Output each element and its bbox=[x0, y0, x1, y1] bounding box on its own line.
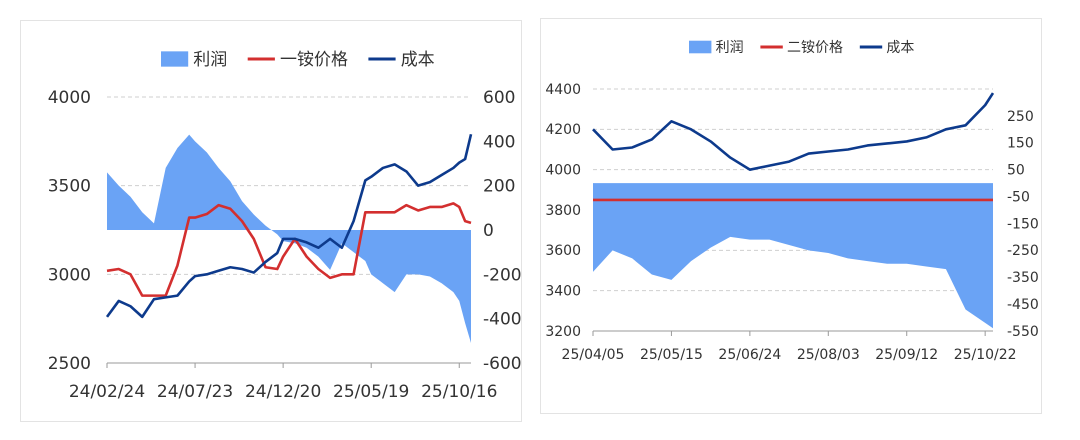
y-right-tick-label: 150 bbox=[1007, 136, 1034, 152]
y-right-tick-label: -150 bbox=[1007, 216, 1039, 232]
y-right-tick-label: 400 bbox=[483, 132, 515, 152]
y-right-tick-label: -450 bbox=[1007, 297, 1039, 313]
right-chart: 3200 3400 3600 3800 4000 4200 4400 -550 -450 -350… bbox=[545, 40, 1039, 363]
series-line-cost bbox=[592, 92, 995, 171]
y-left-tick-label: 3500 bbox=[48, 177, 91, 197]
y-left-tick-label: 4000 bbox=[545, 163, 581, 179]
x-tick-label: 24/07/23 bbox=[157, 382, 233, 402]
x-tick-label: 24/12/20 bbox=[245, 382, 321, 402]
x-tick-label: 25/10/22 bbox=[954, 347, 1017, 363]
legend-label: 利润 bbox=[716, 40, 744, 56]
left-chart-panel: 2500 3000 3500 4000 -600 -400 -200 0 200 400 600 24… bbox=[20, 20, 522, 422]
legend-swatch-profit bbox=[689, 40, 712, 54]
legend: 利润 一铵价格 成本 bbox=[161, 50, 435, 70]
y-right-tick-label: -50 bbox=[1007, 189, 1030, 205]
y-right-tick-label: 50 bbox=[1007, 163, 1025, 179]
y-left-tick-label: 2500 bbox=[48, 354, 91, 374]
series-line-cost bbox=[105, 133, 473, 319]
y-left-tick-label: 4200 bbox=[545, 122, 581, 138]
legend-label: 成本 bbox=[401, 50, 435, 70]
y-left-tick-label: 4400 bbox=[545, 82, 581, 98]
x-tick-label: 24/02/24 bbox=[69, 382, 145, 402]
left-chart: 2500 3000 3500 4000 -600 -400 -200 0 200 400 600 24… bbox=[48, 50, 522, 402]
y-right-tick-label: -600 bbox=[483, 354, 522, 374]
y-left-tick-label: 3800 bbox=[545, 203, 581, 219]
x-tick-label: 25/04/05 bbox=[562, 347, 625, 363]
y-right-tick-label: -400 bbox=[483, 310, 522, 330]
legend-label: 成本 bbox=[886, 40, 914, 56]
x-tick-label: 25/08/03 bbox=[797, 347, 860, 363]
right-chart-panel: 3200 3400 3600 3800 4000 4200 4400 -550 -450 -350… bbox=[540, 18, 1042, 414]
legend: 利润 二铵价格 成本 bbox=[689, 40, 914, 56]
legend-label: 二铵价格 bbox=[787, 40, 843, 56]
x-tick-label: 25/05/19 bbox=[333, 382, 409, 402]
y-right-tick-label: 600 bbox=[483, 88, 515, 108]
y-left-tick-label: 3200 bbox=[545, 324, 581, 340]
y-right-tick-label: -250 bbox=[1007, 243, 1039, 259]
y-right-tick-label: -350 bbox=[1007, 270, 1039, 286]
y-right-tick-label: 200 bbox=[483, 177, 515, 197]
x-tick-label: 25/06/24 bbox=[718, 347, 781, 363]
y-left-tick-label: 3600 bbox=[545, 243, 581, 259]
y-right-tick-label: -550 bbox=[1007, 324, 1039, 340]
y-left-tick-label: 3000 bbox=[48, 265, 91, 285]
y-left-tick-label: 4000 bbox=[48, 88, 91, 108]
y-left-tick-label: 3400 bbox=[545, 284, 581, 300]
y-right-tick-label: 0 bbox=[483, 221, 494, 241]
legend-label: 一铵价格 bbox=[280, 50, 348, 70]
legend-swatch-profit bbox=[161, 51, 189, 67]
y-right-tick-label: 250 bbox=[1007, 109, 1034, 125]
x-tick-label: 25/09/12 bbox=[875, 347, 938, 363]
y-right-tick-label: -200 bbox=[483, 265, 522, 285]
legend-label: 利润 bbox=[193, 50, 227, 70]
series-area-profit bbox=[593, 183, 993, 329]
x-tick-label: 25/05/15 bbox=[640, 347, 703, 363]
x-tick-label: 25/10/16 bbox=[421, 382, 497, 402]
